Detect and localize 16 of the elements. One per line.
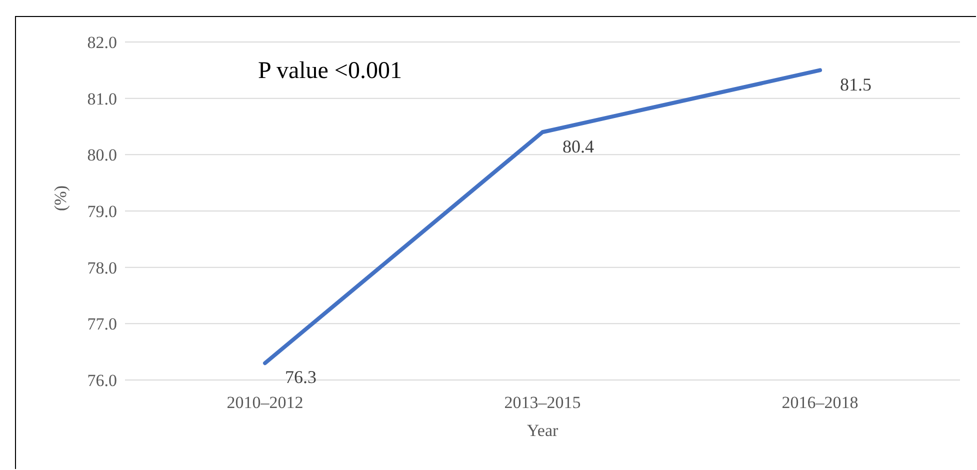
x-tick-label: 2016–2018 xyxy=(782,393,858,412)
y-tick-label: 80.0 xyxy=(87,146,117,165)
data-label: 80.4 xyxy=(562,136,594,156)
x-tick-label: 2013–2015 xyxy=(504,393,581,412)
y-tick-label: 79.0 xyxy=(87,202,117,222)
y-tick-label: 82.0 xyxy=(87,33,117,52)
data-label: 81.5 xyxy=(840,74,872,94)
data-label: 76.3 xyxy=(285,367,316,388)
y-axis-title: (%) xyxy=(51,186,70,211)
y-tick-label: 76.0 xyxy=(87,371,117,390)
y-tick-label: 81.0 xyxy=(87,89,117,108)
y-tick-label: 78.0 xyxy=(87,258,117,278)
x-axis-title: Year xyxy=(526,421,558,440)
x-tick-label: 2010–2012 xyxy=(226,393,304,412)
annotation: P value <0.001 xyxy=(258,58,402,85)
y-tick-label: 77.0 xyxy=(87,314,117,334)
